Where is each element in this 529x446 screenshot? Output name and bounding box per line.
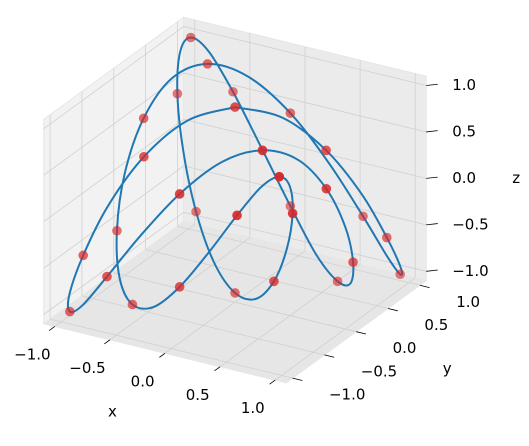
grid-line [183,26,427,86]
tick-mark [48,326,56,331]
data-point [269,276,279,287]
grid-line [183,211,427,272]
z-tick-label: 1.0 [452,76,476,94]
x-tick-label: 0.5 [186,386,210,404]
z-axis-label: z [512,169,520,187]
tick-mark [426,269,438,272]
tick-mark [426,176,438,179]
grid-line [81,295,325,356]
tick-mark [324,354,335,358]
tick-mark [419,284,430,288]
tick-mark [104,339,111,345]
y-axis-label: y [443,360,452,378]
data-point [127,299,138,310]
tick-mark [214,366,221,372]
data-point [358,211,368,222]
y-tick-label: 0.5 [424,316,448,334]
data-point [381,232,392,243]
data-point [257,145,268,156]
grid-line [183,72,427,133]
grid-line [183,165,427,226]
tick-mark [159,352,166,358]
grid-line [177,225,420,286]
grid-line [183,119,427,179]
data-point [172,88,183,99]
z-tick-label: −0.5 [452,215,488,233]
tick-mark [356,331,367,335]
data-point [228,86,238,97]
data-point [174,189,185,199]
tick-mark [269,379,276,385]
data-point [287,208,298,219]
data-point [321,183,332,194]
grid-line [113,272,357,333]
data-point [102,271,112,282]
z-tick-label: 0.5 [452,122,476,140]
data-point [174,282,185,292]
grid-line [43,119,184,222]
y-tick-label: 0.0 [393,339,417,357]
x-tick-label: −1.0 [14,346,50,364]
x-tick-label: −0.5 [69,359,105,377]
x-tick-label: 1.0 [241,399,265,417]
data-point [138,113,149,124]
data-point [332,276,343,287]
data-point [230,288,240,298]
x-axis-label: x [108,403,117,421]
data-point [112,225,122,236]
grid-line [43,26,184,130]
tick-mark [426,83,438,86]
data-point [321,145,331,156]
y-tick-label: −0.5 [361,362,397,380]
y-tick-label: 1.0 [456,293,480,311]
grid-line [145,249,389,309]
data-point [348,257,358,267]
grid-line [43,165,184,269]
data-point [230,102,240,112]
data-point [285,108,296,118]
data-point [185,32,196,43]
grid-line [43,211,184,315]
tick-mark [426,130,438,133]
data-point [274,171,285,182]
y-tick-label: −1.0 [329,386,365,404]
data-point [232,210,242,221]
data-point [202,59,213,69]
tick-mark [292,377,303,381]
tick-mark [426,223,438,226]
x-tick-label: 0.0 [131,372,155,390]
data-point [139,151,149,162]
data-point [285,201,296,211]
data-point [78,250,89,261]
z-tick-label: −1.0 [452,262,488,280]
data-point [65,306,75,317]
tick-mark [387,308,398,312]
z-tick-label: 0.0 [452,169,476,187]
data-point [395,269,405,280]
data-point [191,206,201,217]
grid-line [50,318,293,379]
